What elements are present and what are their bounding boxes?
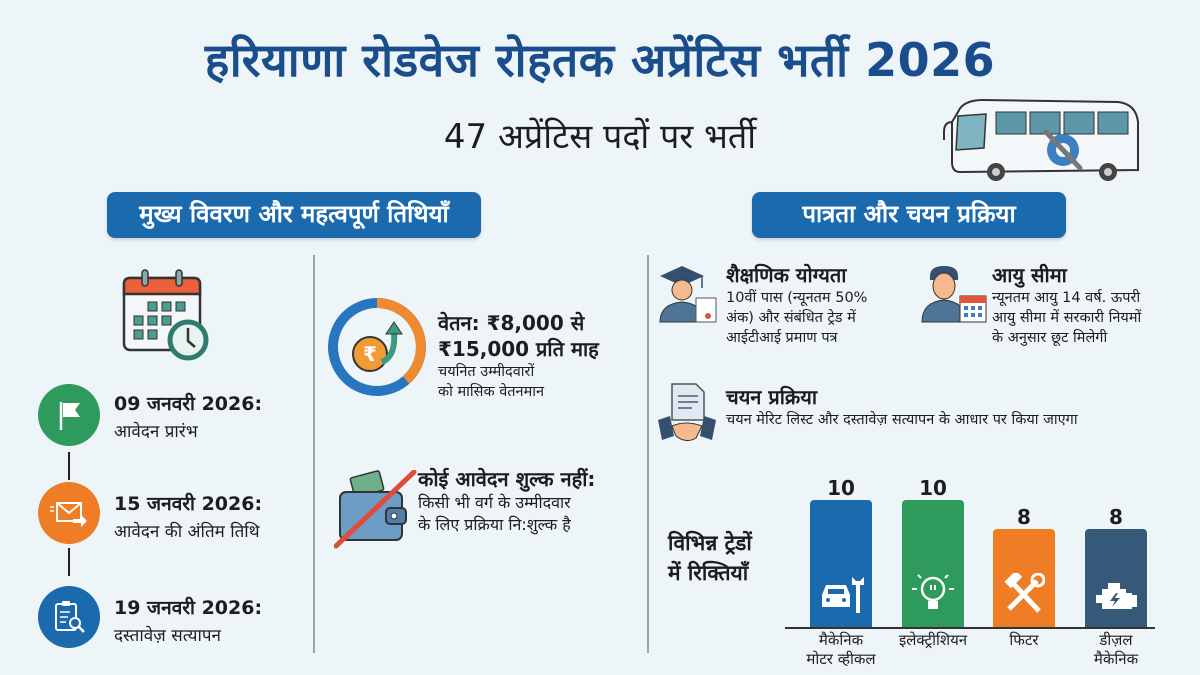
car-wrench-icon	[822, 577, 864, 613]
bar-label-line: इलेक्ट्रीशियन	[898, 631, 968, 649]
timeline-deadline-marker	[38, 482, 100, 544]
bar-value: 10	[827, 476, 855, 500]
age-desc: आयु सीमा में सरकारी नियमों	[992, 310, 1142, 326]
timeline-verification-marker	[38, 586, 100, 648]
chart-axis	[785, 627, 1155, 629]
section-header-eligibility: पात्रता और चयन प्रक्रिया	[752, 192, 1066, 238]
bulb-plug-icon	[912, 574, 954, 609]
education-block: शैक्षणिक योग्यता 10वीं पास (न्यूनतम 50% …	[726, 262, 867, 348]
salary-block: वेतन: ₹8,000 से ₹15,000 प्रति माह चयनित …	[438, 310, 599, 402]
education-desc: 10वीं पास (न्यूनतम 50%	[726, 290, 868, 306]
bar-electrician	[902, 500, 964, 627]
calendar-clock-icon	[122, 269, 209, 361]
timeline-desc: आवेदन प्रारंभ	[114, 422, 198, 442]
bar-value: 10	[919, 476, 947, 500]
fee-desc: के लिए प्रक्रिया नि:शुल्क है	[418, 515, 571, 534]
bar-label: डीज़ल मैकेनिक	[1061, 631, 1171, 669]
salary-heading: ₹15,000 प्रति माह	[438, 337, 599, 361]
timeline-date: 09 जनवरी 2026:	[114, 393, 263, 415]
wallet-no-fee-icon	[334, 470, 417, 549]
fee-desc: किसी भी वर्ग के उम्मीदवार	[418, 493, 571, 512]
handshake-document-icon	[658, 383, 716, 442]
divider	[647, 255, 649, 653]
bar-label-line: मैकेनिक	[818, 631, 864, 649]
flag-icon	[59, 402, 80, 430]
bar-label: इलेक्ट्रीशियन	[878, 631, 988, 650]
page-subtitle: 47 अप्रेंटिस पदों पर भर्ती	[443, 117, 757, 157]
age-heading: आयु सीमा	[992, 263, 1067, 287]
hammer-wrench-icon	[1004, 573, 1045, 613]
bar-fitter	[993, 529, 1055, 627]
age-block: आयु सीमा न्यूनतम आयु 14 वर्ष. ऊपरी आयु स…	[992, 262, 1141, 348]
page-title: हरियाणा रोडवेज रोहतक अप्रेंटिस भर्ती 202…	[204, 33, 996, 87]
selection-block: चयन प्रक्रिया चयन मेरिट लिस्ट और दस्तावे…	[726, 384, 1078, 430]
timeline-start-marker	[38, 384, 100, 446]
engine-icon	[1096, 583, 1137, 609]
chart-title-line: में रिक्तियाँ	[668, 561, 749, 585]
timeline-item: 09 जनवरी 2026: आवेदन प्रारंभ	[114, 390, 262, 442]
mail-forward-icon	[50, 502, 87, 527]
salary-heading: वेतन: ₹8,000 से	[438, 311, 585, 335]
age-desc: के अनुसार छूट मिलेगी	[992, 330, 1108, 346]
timeline-desc: दस्तावेज़ सत्यापन	[114, 626, 221, 646]
bar-label-line: डीज़ल	[1099, 631, 1133, 649]
divider	[313, 255, 315, 653]
bar-mechanic-motor-vehicle	[810, 500, 872, 627]
bar-label-line: फिटर	[1009, 631, 1039, 649]
education-desc: आईटीआई प्रमाण पत्र	[726, 330, 838, 346]
selection-desc: चयन मेरिट लिस्ट और दस्तावेज़ सत्यापन के …	[726, 412, 1078, 428]
selection-heading: चयन प्रक्रिया	[726, 385, 818, 409]
bar-label: फिटर	[969, 631, 1079, 650]
salary-desc: चयनित उम्मीदवारों	[438, 364, 535, 380]
bar-value: 8	[1017, 505, 1031, 529]
chart-title-line: विभिन्न ट्रेडों	[668, 531, 752, 555]
bar-label-line: मोटर व्हीकल	[806, 650, 876, 668]
education-heading: शैक्षणिक योग्यता	[726, 263, 847, 287]
timeline-connector	[68, 452, 70, 480]
timeline-date: 19 जनवरी 2026:	[114, 597, 263, 619]
salary-desc: को मासिक वेतनमान	[438, 384, 545, 400]
section-header-key-details: मुख्य विवरण और महत्वपूर्ण तिथियाँ	[107, 192, 481, 238]
age-desc: न्यूनतम आयु 14 वर्ष. ऊपरी	[992, 290, 1141, 306]
fee-heading: कोई आवेदन शुल्क नहीं:	[418, 467, 596, 491]
timeline-date: 15 जनवरी 2026:	[114, 493, 263, 515]
person-calendar-icon	[921, 266, 987, 323]
fee-block: कोई आवेदन शुल्क नहीं: किसी भी वर्ग के उम…	[418, 466, 595, 536]
graduate-certificate-icon	[659, 266, 717, 323]
bar-value: 8	[1109, 505, 1123, 529]
salary-rupee-icon: ₹	[328, 298, 426, 396]
svg-text:₹: ₹	[363, 342, 377, 366]
timeline-item: 15 जनवरी 2026: आवेदन की अंतिम तिथि	[114, 490, 262, 542]
bar-diesel-mechanic	[1085, 529, 1147, 627]
timeline-desc: आवेदन की अंतिम तिथि	[114, 522, 260, 542]
timeline-item: 19 जनवरी 2026: दस्तावेज़ सत्यापन	[114, 594, 262, 646]
bar-label-line: मैकेनिक	[1093, 650, 1139, 668]
bar-label: मैकेनिक मोटर व्हीकल	[786, 631, 896, 669]
timeline-connector	[68, 548, 70, 576]
clipboard-search-icon	[55, 601, 85, 633]
bus-icon	[943, 98, 1139, 181]
chart-title: विभिन्न ट्रेडों में रिक्तियाँ	[668, 528, 752, 588]
education-desc: अंक) और संबंधित ट्रेड में	[726, 310, 856, 326]
